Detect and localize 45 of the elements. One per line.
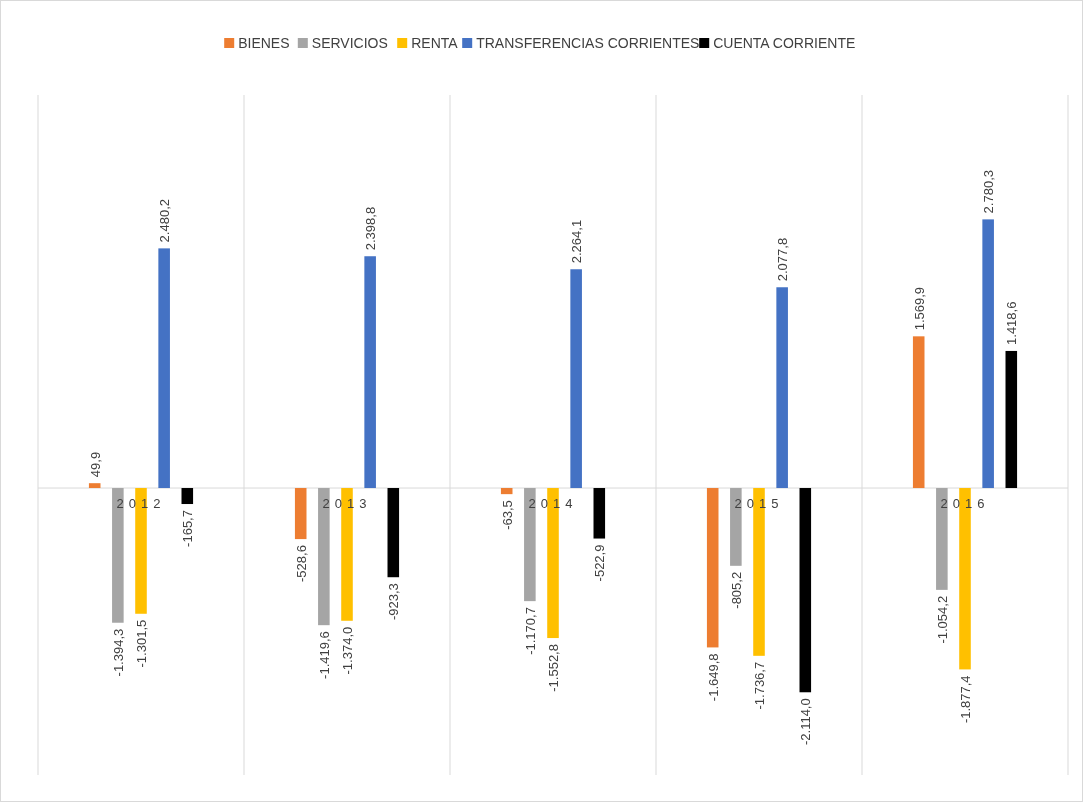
data-label: -1.170,7	[522, 607, 538, 655]
data-label: -1.394,3	[110, 628, 126, 677]
data-label: -2.114,0	[798, 698, 814, 746]
data-label: 1.418,6	[1004, 301, 1020, 345]
bar	[799, 488, 812, 693]
data-label: 1.569,9	[911, 286, 927, 331]
legend-label: SERVICIOS	[311, 35, 388, 51]
data-label: -1.301,5	[134, 619, 149, 668]
bar	[570, 269, 582, 489]
bar	[88, 483, 101, 489]
data-label: 2.264,1	[569, 219, 585, 264]
legend-label: BIENES	[238, 35, 290, 51]
bar	[500, 488, 513, 495]
data-label: -522,9	[592, 544, 608, 582]
data-label: -1.552,8	[546, 644, 561, 692]
bar	[364, 256, 376, 489]
bar	[387, 488, 400, 578]
bar	[982, 219, 994, 489]
data-label: -805,2	[728, 571, 744, 609]
data-label: 2.480,2	[157, 199, 173, 243]
legend-label: TRANSFERENCIAS CORRIENTES	[476, 35, 700, 51]
data-label: -1.649,8	[705, 653, 721, 702]
data-label: -1.419,6	[316, 631, 332, 679]
data-label: -63,5	[499, 500, 515, 530]
data-label: 49,9	[87, 451, 103, 478]
data-label: 2.398,8	[363, 206, 379, 251]
data-label: 2.780,3	[981, 170, 997, 214]
data-label: -528,6	[293, 545, 309, 582]
data-label: -1.877,4	[958, 675, 973, 724]
data-label: -1.736,7	[752, 661, 767, 710]
bar	[294, 488, 307, 540]
bar	[181, 488, 194, 505]
bar	[593, 488, 606, 539]
bar	[158, 248, 170, 489]
legend-label: RENTA	[411, 35, 459, 51]
bar	[706, 488, 719, 648]
data-label: -165,7	[180, 510, 196, 547]
bar	[912, 336, 925, 489]
legend-label: CUENTA CORRIENTE	[713, 35, 856, 51]
data-label: -1.054,2	[934, 595, 950, 644]
data-label: -923,3	[386, 583, 402, 621]
bar	[776, 287, 788, 489]
data-label: -1.374,0	[340, 626, 355, 675]
bar	[1005, 350, 1018, 489]
data-label: 2.077,8	[775, 237, 791, 282]
